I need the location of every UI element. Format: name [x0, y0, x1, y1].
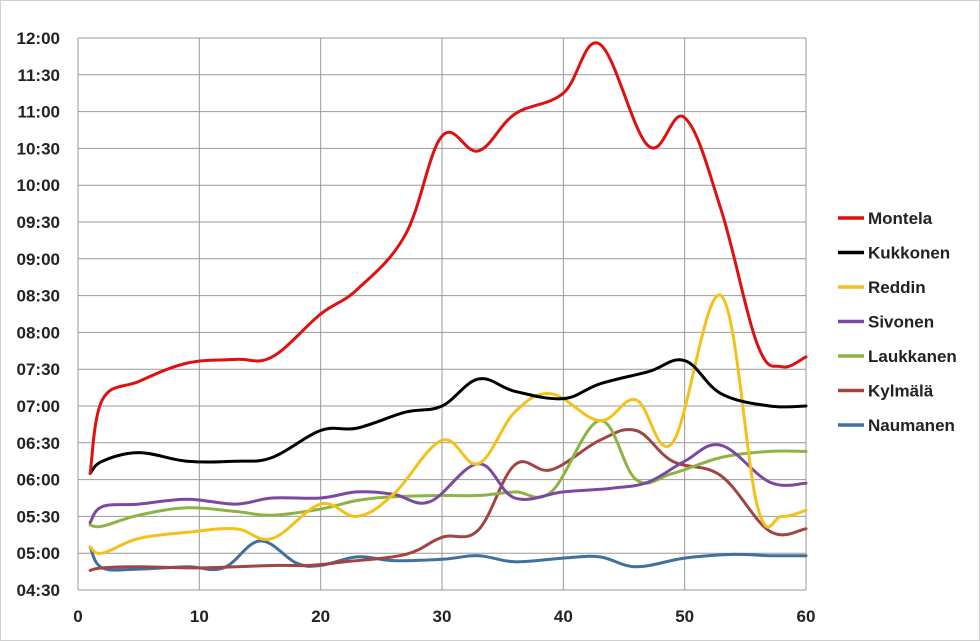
y-tick-label: 09:00 [17, 250, 60, 269]
series-line-montela [88, 41, 808, 475]
legend-item: Kylmälä [838, 382, 934, 401]
legend-item: Montela [838, 209, 933, 228]
x-tick-label: 60 [797, 607, 816, 626]
y-tick-label: 05:00 [17, 544, 60, 563]
series-line-naumanen [88, 539, 808, 572]
y-tick-label: 05:30 [17, 507, 60, 526]
x-tick-label: 50 [675, 607, 694, 626]
x-tick-label: 40 [554, 607, 573, 626]
series-line-reddin [88, 293, 808, 555]
y-tick-label: 10:00 [17, 176, 60, 195]
legend-label: Kukkonen [868, 244, 950, 263]
y-tick-label: 07:30 [17, 360, 60, 379]
legend-label: Sivonen [868, 313, 934, 332]
x-tick-label: 0 [73, 607, 82, 626]
legend-label: Laukkanen [868, 347, 957, 366]
y-tick-label: 06:00 [17, 471, 60, 490]
legend-item: Sivonen [838, 313, 934, 332]
legend-item: Laukkanen [838, 347, 957, 366]
x-axis-tick-labels: 0 10 20 30 40 50 60 [73, 607, 815, 626]
y-tick-label: 11:00 [17, 103, 60, 122]
y-tick-label: 12:00 [17, 29, 60, 48]
series-line-sivonen [88, 443, 808, 524]
legend-item: Reddin [838, 278, 926, 297]
series-line-laukkanen [88, 419, 808, 529]
legend-label: Kylmälä [868, 382, 934, 401]
y-tick-label: 08:00 [17, 323, 60, 342]
x-tick-label: 10 [190, 607, 209, 626]
y-tick-label: 10:30 [17, 139, 60, 158]
x-tick-label: 20 [311, 607, 330, 626]
y-tick-label: 07:00 [17, 397, 60, 416]
series-lines [88, 41, 808, 572]
y-tick-label: 08:30 [17, 287, 60, 306]
y-tick-label: 04:30 [17, 581, 60, 600]
x-tick-label: 30 [433, 607, 452, 626]
legend-label: Naumanen [868, 416, 955, 435]
legend-label: Montela [868, 209, 933, 228]
y-tick-label: 06:30 [17, 434, 60, 453]
legend-item: Naumanen [838, 416, 955, 435]
y-tick-label: 11:30 [17, 66, 60, 85]
y-tick-label: 09:30 [17, 213, 60, 232]
legend-item: Kukkonen [838, 244, 950, 263]
legend-label: Reddin [868, 278, 926, 297]
legend: Montela Kukkonen Reddin Sivonen Laukkanen Kyl… [838, 209, 957, 435]
series-line-kukkonen [88, 358, 808, 475]
y-axis-tick-labels: 12:00 11:30 11:00 10:30 10:00 09:30 09:00 08:30… [17, 29, 60, 600]
